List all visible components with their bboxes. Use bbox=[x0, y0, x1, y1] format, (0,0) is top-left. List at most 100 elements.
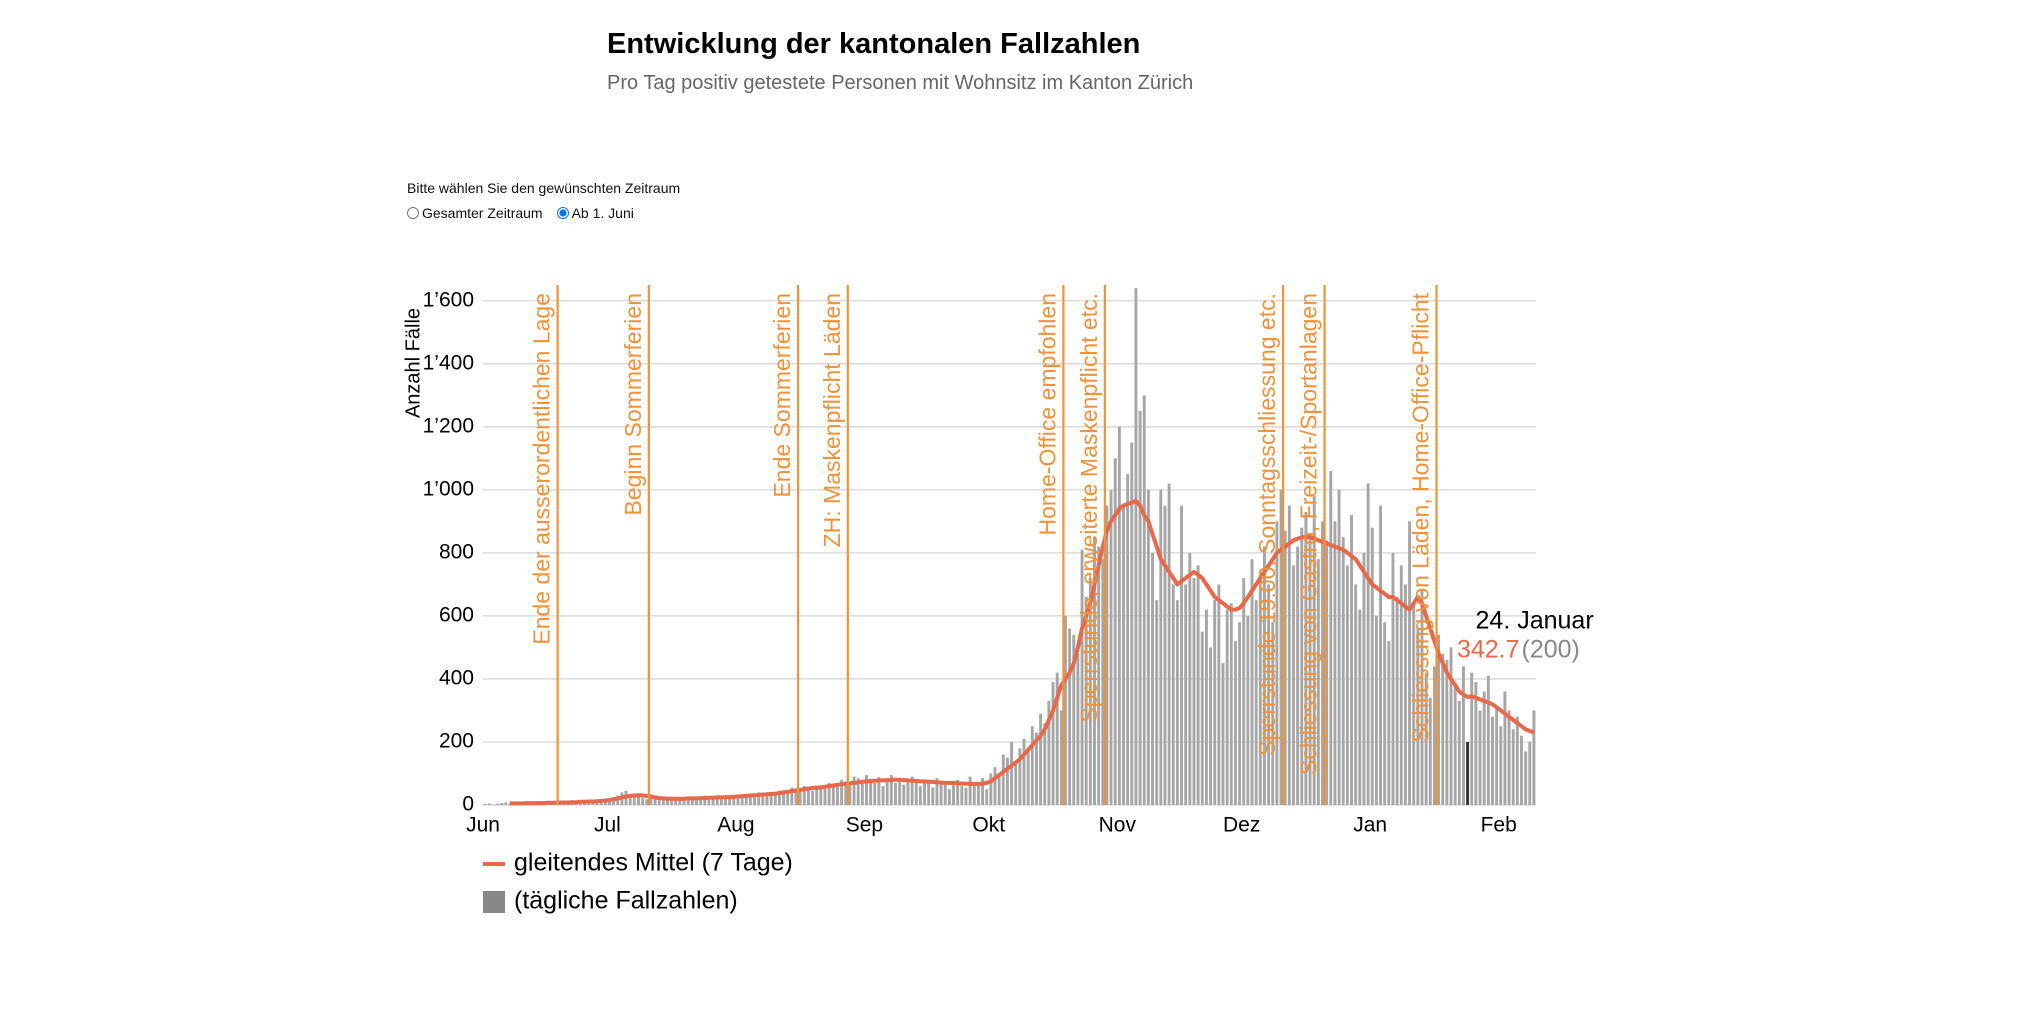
bar bbox=[802, 786, 806, 805]
bar bbox=[732, 796, 736, 805]
bar bbox=[927, 782, 931, 805]
bar bbox=[736, 794, 740, 805]
bar bbox=[1366, 483, 1370, 805]
bar bbox=[840, 779, 844, 805]
radio-label[interactable]: Ab 1. Juni bbox=[571, 205, 634, 221]
bar bbox=[1010, 741, 1014, 805]
annotation-label: Beginn Sommerferien bbox=[620, 293, 646, 515]
bar bbox=[1138, 411, 1142, 805]
bar bbox=[1151, 552, 1154, 805]
bar bbox=[931, 787, 935, 805]
bar bbox=[1474, 682, 1478, 805]
bar bbox=[790, 787, 794, 805]
bar bbox=[1457, 701, 1461, 805]
bar bbox=[923, 779, 926, 805]
bar bbox=[782, 793, 786, 805]
bar bbox=[715, 796, 719, 805]
bar bbox=[1043, 723, 1047, 805]
bar bbox=[1258, 571, 1262, 805]
bar bbox=[1441, 653, 1445, 805]
legend-label: (tägliche Fallzahlen) bbox=[514, 887, 738, 915]
radio-group: Gesamter Zeitraum Ab 1. Juni bbox=[407, 205, 680, 221]
bar bbox=[1532, 710, 1536, 805]
bar bbox=[1300, 527, 1304, 805]
bar bbox=[806, 786, 810, 805]
bar bbox=[1337, 489, 1341, 805]
bar bbox=[1316, 559, 1320, 805]
bar bbox=[1267, 584, 1271, 805]
bar bbox=[898, 778, 902, 805]
bar bbox=[1005, 757, 1009, 805]
radio-button[interactable] bbox=[407, 207, 419, 219]
bar bbox=[798, 788, 802, 805]
y-tick-label: 400 bbox=[439, 666, 474, 689]
bar bbox=[865, 775, 868, 805]
bar bbox=[860, 782, 864, 805]
bar bbox=[1341, 537, 1345, 805]
bar bbox=[637, 795, 640, 805]
bar bbox=[952, 782, 955, 805]
bar bbox=[1233, 641, 1237, 805]
bar bbox=[1383, 622, 1387, 805]
bar bbox=[500, 803, 504, 805]
radio-button[interactable] bbox=[556, 207, 569, 219]
bar bbox=[666, 797, 669, 805]
bar bbox=[1358, 609, 1362, 805]
bar bbox=[869, 779, 873, 805]
bar bbox=[844, 781, 848, 805]
bar bbox=[1333, 521, 1337, 805]
bar bbox=[1325, 540, 1329, 805]
bar bbox=[1084, 597, 1088, 805]
bar bbox=[682, 798, 686, 805]
bar bbox=[1034, 732, 1038, 805]
bar bbox=[1304, 511, 1308, 805]
bar bbox=[1499, 726, 1503, 805]
x-tick-label: Sep bbox=[846, 814, 883, 837]
bar bbox=[773, 791, 777, 805]
bar bbox=[1225, 609, 1229, 805]
bar bbox=[852, 776, 856, 805]
bar bbox=[960, 786, 964, 805]
radio-option[interactable]: Ab 1. Juni bbox=[556, 205, 634, 221]
radio-label[interactable]: Gesamter Zeitraum bbox=[422, 205, 543, 221]
x-tick-label: Okt bbox=[972, 814, 1005, 837]
bar bbox=[1412, 603, 1416, 805]
bar bbox=[699, 797, 703, 805]
bar bbox=[740, 796, 744, 805]
annotation-label: Schliessung von Gastro, Freizeit-/Sporta… bbox=[1296, 293, 1322, 775]
bar bbox=[661, 798, 665, 805]
y-tick-label: 1’200 bbox=[423, 414, 474, 437]
bar bbox=[1515, 716, 1519, 805]
bar bbox=[491, 804, 495, 805]
bar bbox=[1001, 754, 1005, 805]
bar bbox=[761, 793, 765, 805]
y-tick-label: 1’600 bbox=[423, 288, 474, 311]
annotation-label: Sperrstunde, erweiterte Maskenpflicht et… bbox=[1076, 293, 1102, 723]
bar bbox=[1047, 701, 1051, 805]
bar bbox=[1101, 559, 1105, 805]
bar bbox=[989, 773, 993, 805]
bar bbox=[496, 803, 499, 805]
radio-option[interactable]: Gesamter Zeitraum bbox=[407, 205, 543, 221]
bar bbox=[1524, 751, 1528, 805]
bar bbox=[1271, 622, 1275, 805]
bar bbox=[728, 795, 732, 805]
bar bbox=[649, 797, 653, 805]
tooltip-average: 342.7 bbox=[1457, 636, 1520, 664]
y-tick-label: 600 bbox=[439, 603, 474, 626]
bar bbox=[1093, 537, 1096, 805]
bar bbox=[985, 789, 989, 805]
bar bbox=[910, 776, 914, 805]
bar bbox=[1180, 505, 1183, 805]
bar bbox=[1217, 584, 1221, 805]
bar bbox=[1126, 474, 1130, 805]
bar bbox=[889, 775, 893, 805]
y-tick-label: 1’400 bbox=[423, 351, 474, 374]
bar bbox=[976, 782, 980, 805]
bar bbox=[1134, 288, 1138, 806]
annotation-label: Sperrstunde 19.00, Sonntagsschliessung e… bbox=[1254, 293, 1280, 756]
bar bbox=[885, 781, 889, 805]
tooltip-title: 24. Januar bbox=[1476, 607, 1594, 635]
bar bbox=[657, 800, 661, 805]
bar bbox=[935, 778, 939, 805]
